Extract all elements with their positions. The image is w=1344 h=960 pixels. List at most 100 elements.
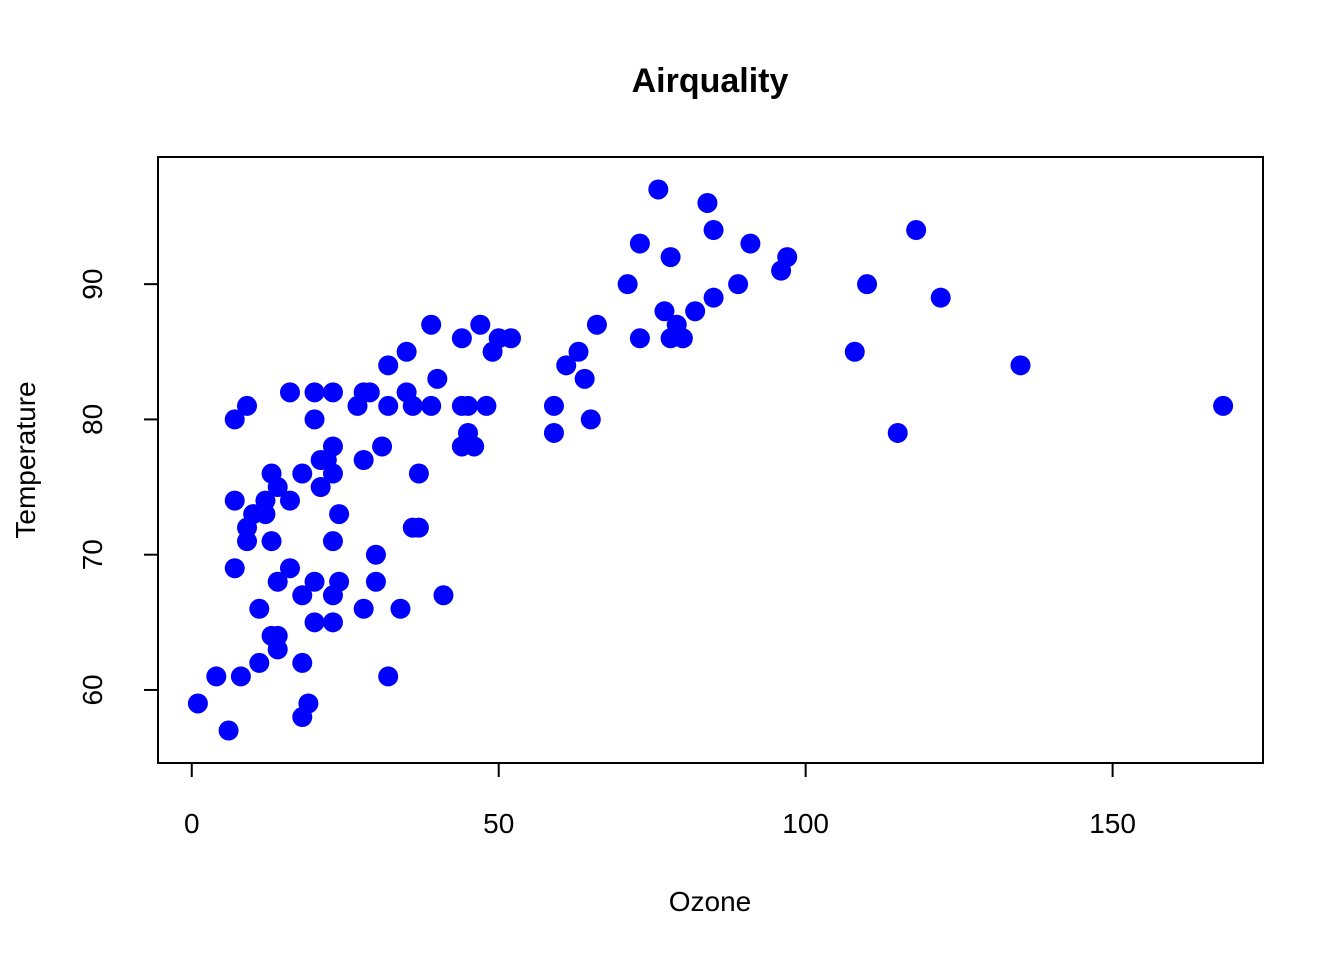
data-point [648, 179, 669, 200]
data-point [304, 382, 325, 403]
data-point [777, 247, 798, 268]
data-point [476, 395, 497, 416]
y-axis-label: Temperature [10, 381, 41, 538]
data-point [421, 395, 442, 416]
data-point [451, 328, 472, 349]
data-point [187, 693, 208, 714]
data-point [322, 436, 343, 457]
data-point [930, 287, 951, 308]
data-point [543, 422, 564, 443]
data-point [359, 382, 380, 403]
data-point [261, 531, 282, 552]
data-point [329, 571, 350, 592]
y-tick-label: 90 [77, 269, 108, 300]
data-point [230, 666, 251, 687]
y-tick-label: 70 [77, 539, 108, 570]
data-point [322, 531, 343, 552]
x-axis: 0 50 100 150 [184, 762, 1136, 839]
data-point [887, 422, 908, 443]
data-point [556, 355, 577, 376]
data-point [353, 598, 374, 619]
data-point [298, 693, 319, 714]
data-point [255, 504, 276, 525]
data-point [740, 233, 761, 254]
data-point [304, 612, 325, 633]
data-point [568, 341, 589, 362]
chart-title: Airquality [632, 62, 789, 100]
y-tick-label: 80 [77, 404, 108, 435]
data-point [408, 463, 429, 484]
data-point [322, 382, 343, 403]
data-point [580, 409, 601, 430]
data-point [629, 328, 650, 349]
data-point [906, 220, 927, 241]
x-tick-label: 150 [1089, 808, 1136, 839]
data-point [390, 598, 411, 619]
y-axis: 60 70 80 90 [77, 269, 159, 706]
data-point [396, 341, 417, 362]
data-point [206, 666, 227, 687]
data-point [365, 544, 386, 565]
data-point [322, 463, 343, 484]
data-point [1010, 355, 1031, 376]
y-tick-label: 60 [77, 674, 108, 705]
data-point [433, 585, 454, 606]
data-point [378, 666, 399, 687]
data-point [365, 571, 386, 592]
data-point [310, 477, 331, 498]
data-point [543, 395, 564, 416]
x-tick-label: 100 [782, 808, 829, 839]
data-point [237, 531, 258, 552]
data-point [292, 585, 313, 606]
data-point [353, 450, 374, 470]
data-point [402, 395, 423, 416]
data-point [224, 490, 245, 511]
data-point [218, 720, 239, 741]
data-points [187, 179, 1234, 741]
data-point [421, 314, 442, 335]
data-point [224, 558, 245, 579]
data-point [378, 395, 399, 416]
data-point [372, 436, 393, 457]
data-point [292, 652, 313, 673]
data-point [857, 274, 878, 295]
data-point [304, 571, 325, 592]
data-point [224, 409, 245, 430]
x-axis-label: Ozone [669, 886, 752, 917]
data-point [279, 490, 300, 511]
data-point [408, 517, 429, 538]
data-point [237, 395, 258, 416]
data-point [292, 463, 313, 484]
data-point [249, 652, 270, 673]
data-point [322, 612, 343, 633]
data-point [844, 341, 865, 362]
data-point [427, 368, 448, 389]
data-point [304, 409, 325, 430]
data-point [617, 274, 638, 295]
data-point [378, 355, 399, 376]
data-point [267, 571, 288, 592]
data-point [685, 301, 706, 322]
data-point [586, 314, 607, 335]
data-point [500, 328, 521, 349]
data-point [470, 314, 491, 335]
x-tick-label: 0 [184, 808, 200, 839]
data-point [697, 192, 718, 213]
data-point [267, 639, 288, 660]
data-point [267, 477, 288, 498]
data-point [1213, 395, 1234, 416]
data-point [728, 274, 749, 295]
data-point [629, 233, 650, 254]
data-point [574, 368, 595, 389]
data-point [654, 301, 675, 322]
data-point [660, 247, 681, 268]
data-point [703, 287, 724, 308]
data-point [703, 220, 724, 241]
data-point [464, 436, 485, 457]
data-point [329, 504, 350, 525]
data-point [458, 395, 479, 416]
data-point [249, 598, 270, 619]
x-tick-label: 50 [483, 808, 514, 839]
data-point [279, 558, 300, 579]
